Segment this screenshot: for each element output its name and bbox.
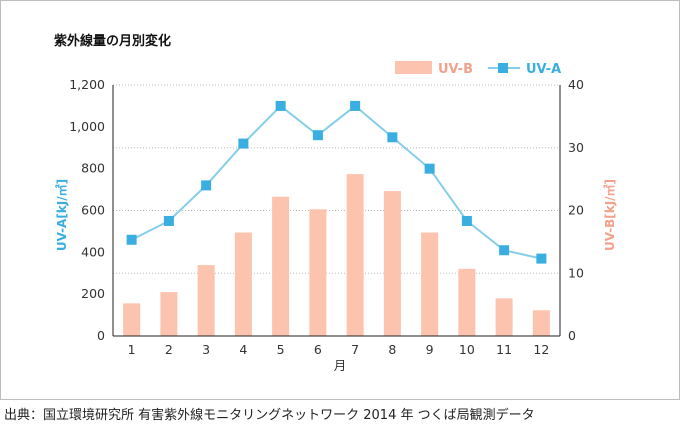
uva-marker bbox=[387, 132, 398, 143]
legend-uva-marker bbox=[498, 63, 508, 73]
x-tick-label: 11 bbox=[496, 342, 512, 357]
uvb-bar bbox=[123, 303, 141, 336]
uvb-bar bbox=[346, 174, 364, 336]
uva-marker bbox=[201, 180, 212, 191]
x-tick-label: 2 bbox=[165, 342, 173, 357]
right-tick-label: 20 bbox=[568, 203, 584, 218]
left-tick-label: 1,000 bbox=[69, 119, 105, 134]
left-tick-label: 400 bbox=[81, 244, 105, 259]
left-tick-label: 0 bbox=[97, 328, 105, 343]
uvb-bar bbox=[309, 209, 327, 336]
legend-uvb-label: UV-B bbox=[438, 62, 473, 77]
x-tick-label: 10 bbox=[459, 342, 475, 357]
legend: UV-B UV-A bbox=[395, 61, 561, 77]
uvb-bar bbox=[532, 310, 550, 336]
uva-marker bbox=[312, 130, 323, 141]
x-tick-label: 6 bbox=[314, 342, 322, 357]
uvb-bar bbox=[160, 292, 178, 336]
uva-marker bbox=[163, 215, 174, 226]
left-axis-title: UV-A[kJ/㎡] bbox=[54, 179, 69, 251]
grid-lines bbox=[113, 84, 560, 274]
x-tick-label: 4 bbox=[239, 342, 247, 357]
legend-uvb-swatch bbox=[395, 61, 432, 74]
x-tick-label: 7 bbox=[351, 342, 359, 357]
source-note: 出典：国立環境研究所 有害紫外線モニタリングネットワーク 2014 年 つくば局… bbox=[4, 408, 535, 423]
uvb-bars bbox=[123, 174, 550, 336]
uva-line bbox=[126, 100, 547, 264]
x-axis-label: 月 bbox=[334, 358, 347, 373]
uva-polyline bbox=[131, 104, 542, 260]
axes bbox=[112, 85, 561, 337]
x-tick-label: 1 bbox=[128, 342, 136, 357]
uva-marker bbox=[238, 138, 249, 149]
chart-title: 紫外線量の月別変化 bbox=[54, 34, 172, 49]
uva-marker bbox=[424, 163, 435, 174]
x-tick-label: 9 bbox=[426, 342, 434, 357]
uva-marker bbox=[126, 234, 137, 245]
x-tick-label: 5 bbox=[277, 342, 285, 357]
uva-marker bbox=[536, 253, 547, 264]
right-axis-title: UV-B[kJ/㎡] bbox=[602, 179, 617, 251]
uvb-bar bbox=[495, 298, 513, 336]
legend-uva-label: UV-A bbox=[526, 62, 561, 77]
x-tick-label: 3 bbox=[202, 342, 210, 357]
left-tick-label: 1,200 bbox=[69, 77, 105, 92]
right-tick-label: 30 bbox=[568, 140, 584, 155]
left-tick-label: 600 bbox=[81, 203, 105, 218]
uva-marker bbox=[499, 245, 510, 256]
x-tick-label: 8 bbox=[388, 342, 396, 357]
uva-marker bbox=[461, 215, 472, 226]
left-tick-label: 800 bbox=[81, 161, 105, 176]
left-tick-label: 200 bbox=[81, 286, 105, 301]
uva-marker bbox=[275, 100, 286, 111]
uvb-bar bbox=[272, 196, 290, 336]
right-tick-label: 0 bbox=[568, 328, 576, 343]
x-tick-label: 12 bbox=[533, 342, 549, 357]
uvb-bar bbox=[234, 232, 252, 336]
right-tick-label: 10 bbox=[568, 265, 584, 280]
right-tick-label: 40 bbox=[568, 77, 584, 92]
uva-marker bbox=[350, 100, 361, 111]
uvb-bar bbox=[421, 232, 439, 336]
uvb-bar bbox=[383, 191, 401, 336]
uvb-bar bbox=[197, 265, 215, 336]
uvb-bar bbox=[458, 268, 476, 336]
